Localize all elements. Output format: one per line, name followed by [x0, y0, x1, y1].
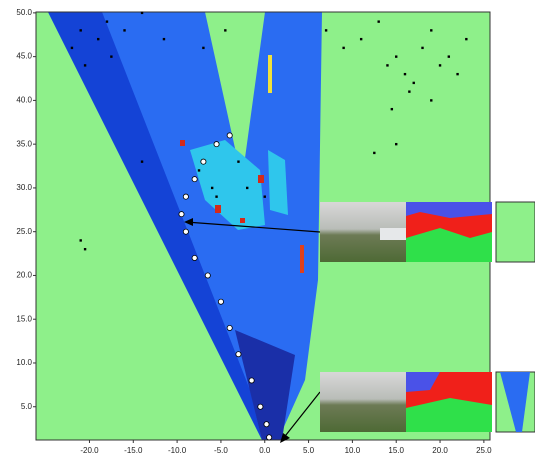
arrow — [281, 391, 321, 441]
obstacle-region — [268, 150, 288, 215]
x-tick-label: 0.0 — [259, 446, 271, 455]
trajectory-point — [266, 434, 273, 441]
car — [380, 228, 406, 240]
obstacle-point — [377, 20, 380, 23]
obstacle-point — [79, 239, 82, 242]
obstacle-point — [162, 37, 166, 41]
obstacle-point — [215, 195, 218, 198]
obstacle-point — [386, 64, 389, 67]
marker — [258, 175, 264, 183]
obstacle-point — [421, 46, 424, 50]
mini-map — [495, 201, 535, 263]
marker — [268, 55, 272, 93]
x-tick-label: -20.0 — [80, 446, 99, 455]
y-tick-label: 10.0 — [16, 358, 32, 367]
obstacle-point — [263, 195, 266, 198]
inset-top — [320, 201, 535, 263]
obstacle-point — [390, 107, 394, 111]
y-tick-label: 5.0 — [21, 402, 33, 411]
y-tick-label: 35.0 — [16, 139, 32, 148]
x-tick-label: 10.0 — [345, 446, 361, 455]
obstacle-point — [224, 29, 227, 32]
trajectory-point — [235, 351, 242, 358]
obstacle-point — [83, 64, 87, 67]
obstacle-point — [83, 247, 87, 251]
arrow-head — [184, 218, 193, 226]
obstacle-point — [70, 46, 74, 50]
trajectory-point — [213, 141, 220, 148]
trajectory-point — [257, 403, 264, 410]
y-tick-label: 45.0 — [16, 52, 32, 61]
obstacle-point — [465, 37, 468, 41]
obstacle-point — [408, 90, 411, 93]
trajectory-point — [200, 158, 207, 165]
obstacle-point — [430, 29, 433, 32]
obstacle-point — [395, 55, 398, 58]
trajectory-point — [182, 228, 189, 235]
trajectory-point — [226, 132, 233, 139]
obstacle-point — [237, 160, 240, 163]
y-tick-label: 15.0 — [16, 314, 32, 323]
segment — [406, 202, 492, 218]
y-tick-label: 40.0 — [16, 96, 32, 105]
arrow — [185, 221, 321, 233]
obstacle-point — [395, 142, 398, 146]
x-tick-label: 5.0 — [303, 446, 315, 455]
obstacle-point — [324, 29, 328, 32]
obstacle-point — [412, 81, 415, 85]
segment — [406, 372, 440, 392]
obstacle-point — [438, 64, 442, 67]
obstacle-point — [197, 169, 201, 172]
scan-region-dark — [48, 12, 262, 440]
trajectory-point — [182, 193, 189, 200]
obstacle-point — [202, 46, 205, 50]
obstacle-region — [190, 140, 265, 230]
scan-region-near — [235, 330, 295, 440]
trajectory-point — [263, 421, 270, 428]
obstacle-point — [373, 151, 376, 155]
x-tick-label: 20.0 — [432, 446, 448, 455]
obstacle-point — [456, 72, 459, 76]
obstacle-point — [140, 11, 144, 15]
obstacle-point — [140, 160, 144, 163]
obstacle-point — [430, 99, 433, 102]
x-tick-label: -15.0 — [124, 446, 143, 455]
obstacle-point — [79, 29, 82, 32]
x-tick-label: 15.0 — [388, 446, 404, 455]
obstacle-point — [403, 72, 407, 76]
trajectory-point — [204, 272, 211, 279]
obstacle-point — [123, 29, 126, 32]
trajectory-point — [191, 176, 198, 183]
obstacle-point — [105, 20, 109, 23]
obstacle-point — [246, 186, 249, 190]
arrow-head — [280, 433, 290, 443]
marker — [300, 245, 304, 273]
trajectory-point — [217, 298, 224, 305]
marker — [240, 218, 245, 223]
marker — [180, 140, 185, 146]
obstacle-point — [342, 46, 345, 50]
obstacle-point — [447, 55, 451, 58]
obstacle-point — [210, 186, 214, 190]
mini-scan — [500, 372, 530, 432]
y-tick-label: 50.0 — [16, 8, 32, 17]
obstacle-point — [97, 37, 100, 41]
trajectory-point — [248, 377, 255, 384]
trajectory-point — [191, 254, 198, 261]
x-tick-label: -10.0 — [168, 446, 187, 455]
y-tick-label: 25.0 — [16, 227, 32, 236]
y-tick-label: 30.0 — [16, 183, 32, 192]
camera-image — [320, 372, 406, 432]
x-tick-label: 25.0 — [476, 446, 492, 455]
inset-bottom — [320, 371, 535, 433]
trajectory-point — [178, 211, 185, 218]
obstacle-point — [359, 37, 363, 41]
x-tick-label: -5.0 — [214, 446, 228, 455]
marker — [215, 205, 221, 213]
y-tick-label: 20.0 — [16, 271, 32, 280]
trajectory-point — [226, 324, 233, 331]
obstacle-point — [110, 55, 113, 58]
